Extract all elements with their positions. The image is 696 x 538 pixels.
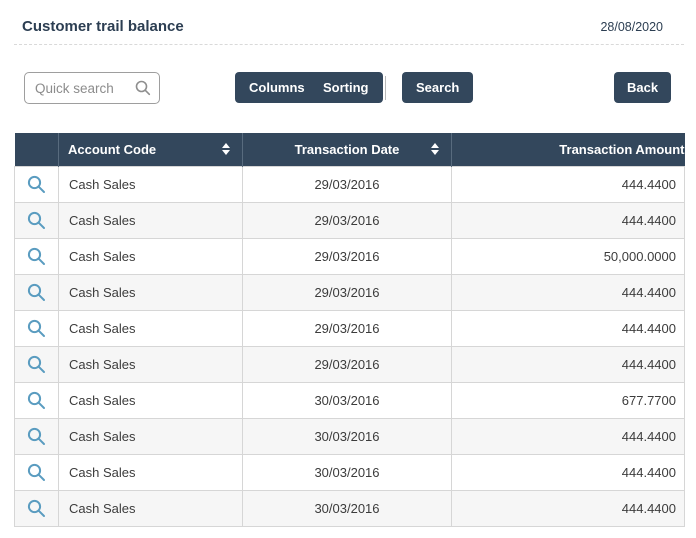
table-header-row: Account Code Transaction Date Transactio… bbox=[14, 133, 685, 166]
header-transaction-amount: Transaction Amount bbox=[451, 133, 685, 166]
account-code-cell: Cash Sales bbox=[58, 309, 243, 347]
row-action-cell bbox=[14, 417, 59, 455]
transaction-date-cell: 29/03/2016 bbox=[242, 345, 452, 383]
row-action-cell bbox=[14, 489, 59, 527]
transaction-date-cell: 30/03/2016 bbox=[242, 417, 452, 455]
table-row: Cash Sales 30/03/2016 444.4400 bbox=[14, 489, 685, 527]
report-date: 28/08/2020 bbox=[600, 20, 663, 34]
row-magnifier-icon[interactable] bbox=[26, 390, 47, 411]
row-magnifier-icon[interactable] bbox=[26, 318, 47, 339]
account-code-cell: Cash Sales bbox=[58, 237, 243, 275]
table-row: Cash Sales 29/03/2016 444.4400 bbox=[14, 201, 685, 239]
row-action-cell bbox=[14, 453, 59, 491]
title-divider bbox=[14, 44, 684, 45]
row-magnifier-icon[interactable] bbox=[26, 282, 47, 303]
account-code-cell: Cash Sales bbox=[58, 489, 243, 527]
columns-button[interactable]: Columns bbox=[235, 72, 319, 103]
transaction-amount-cell: 444.4400 bbox=[451, 345, 685, 383]
sort-icon[interactable] bbox=[431, 143, 439, 156]
account-code-cell: Cash Sales bbox=[58, 345, 243, 383]
page-title: Customer trail balance bbox=[22, 18, 184, 35]
transaction-amount-cell: 444.4400 bbox=[451, 417, 685, 455]
table-row: Cash Sales 29/03/2016 50,000.0000 bbox=[14, 237, 685, 275]
row-action-cell bbox=[14, 237, 59, 275]
sorting-button[interactable]: Sorting bbox=[309, 72, 383, 103]
table-row: Cash Sales 29/03/2016 444.4400 bbox=[14, 309, 685, 347]
transaction-amount-cell: 444.4400 bbox=[451, 201, 685, 239]
row-magnifier-icon[interactable] bbox=[26, 174, 47, 195]
row-magnifier-icon[interactable] bbox=[26, 210, 47, 231]
transaction-date-cell: 30/03/2016 bbox=[242, 489, 452, 527]
table-row: Cash Sales 30/03/2016 444.4400 bbox=[14, 417, 685, 455]
row-magnifier-icon[interactable] bbox=[26, 246, 47, 267]
table-row: Cash Sales 30/03/2016 677.7700 bbox=[14, 381, 685, 419]
table-row: Cash Sales 29/03/2016 444.4400 bbox=[14, 273, 685, 311]
row-magnifier-icon[interactable] bbox=[26, 462, 47, 483]
transaction-date-cell: 30/03/2016 bbox=[242, 453, 452, 491]
table-row: Cash Sales 30/03/2016 444.4400 bbox=[14, 453, 685, 491]
quick-search-box bbox=[24, 72, 160, 104]
row-magnifier-icon[interactable] bbox=[26, 426, 47, 447]
transaction-date-cell: 30/03/2016 bbox=[242, 381, 452, 419]
account-code-cell: Cash Sales bbox=[58, 165, 243, 203]
transaction-date-cell: 29/03/2016 bbox=[242, 201, 452, 239]
header-transaction-date[interactable]: Transaction Date bbox=[242, 133, 452, 166]
sort-icon[interactable] bbox=[222, 143, 230, 156]
transaction-date-cell: 29/03/2016 bbox=[242, 309, 452, 347]
transaction-amount-cell: 444.4400 bbox=[451, 453, 685, 491]
transaction-amount-cell: 50,000.0000 bbox=[451, 237, 685, 275]
row-magnifier-icon[interactable] bbox=[26, 498, 47, 519]
back-button[interactable]: Back bbox=[614, 72, 672, 103]
transaction-amount-cell: 444.4400 bbox=[451, 489, 685, 527]
row-action-cell bbox=[14, 201, 59, 239]
transactions-table: Account Code Transaction Date Transactio… bbox=[14, 133, 685, 527]
table-row: Cash Sales 29/03/2016 444.4400 bbox=[14, 165, 685, 203]
transaction-amount-cell: 444.4400 bbox=[451, 273, 685, 311]
account-code-cell: Cash Sales bbox=[58, 273, 243, 311]
account-code-cell: Cash Sales bbox=[58, 453, 243, 491]
account-code-cell: Cash Sales bbox=[58, 417, 243, 455]
header-account-code[interactable]: Account Code bbox=[58, 133, 243, 166]
transaction-date-cell: 29/03/2016 bbox=[242, 165, 452, 203]
row-action-cell bbox=[14, 381, 59, 419]
toolbar-separator bbox=[385, 76, 386, 100]
table-row: Cash Sales 29/03/2016 444.4400 bbox=[14, 345, 685, 383]
row-action-cell bbox=[14, 345, 59, 383]
header-transaction-amount-label: Transaction Amount bbox=[559, 141, 685, 157]
transaction-amount-cell: 444.4400 bbox=[451, 309, 685, 347]
transaction-amount-cell: 444.4400 bbox=[451, 165, 685, 203]
quick-search-input[interactable] bbox=[24, 72, 160, 104]
row-action-cell bbox=[14, 273, 59, 311]
search-button[interactable]: Search bbox=[402, 72, 474, 103]
transaction-date-cell: 29/03/2016 bbox=[242, 273, 452, 311]
account-code-cell: Cash Sales bbox=[58, 381, 243, 419]
header-account-code-label: Account Code bbox=[68, 141, 157, 157]
transaction-date-cell: 29/03/2016 bbox=[242, 237, 452, 275]
row-action-cell bbox=[14, 165, 59, 203]
transaction-amount-cell: 677.7700 bbox=[451, 381, 685, 419]
header-transaction-date-label: Transaction Date bbox=[294, 141, 400, 157]
header-icon-column bbox=[14, 133, 59, 166]
account-code-cell: Cash Sales bbox=[58, 201, 243, 239]
row-action-cell bbox=[14, 309, 59, 347]
row-magnifier-icon[interactable] bbox=[26, 354, 47, 375]
